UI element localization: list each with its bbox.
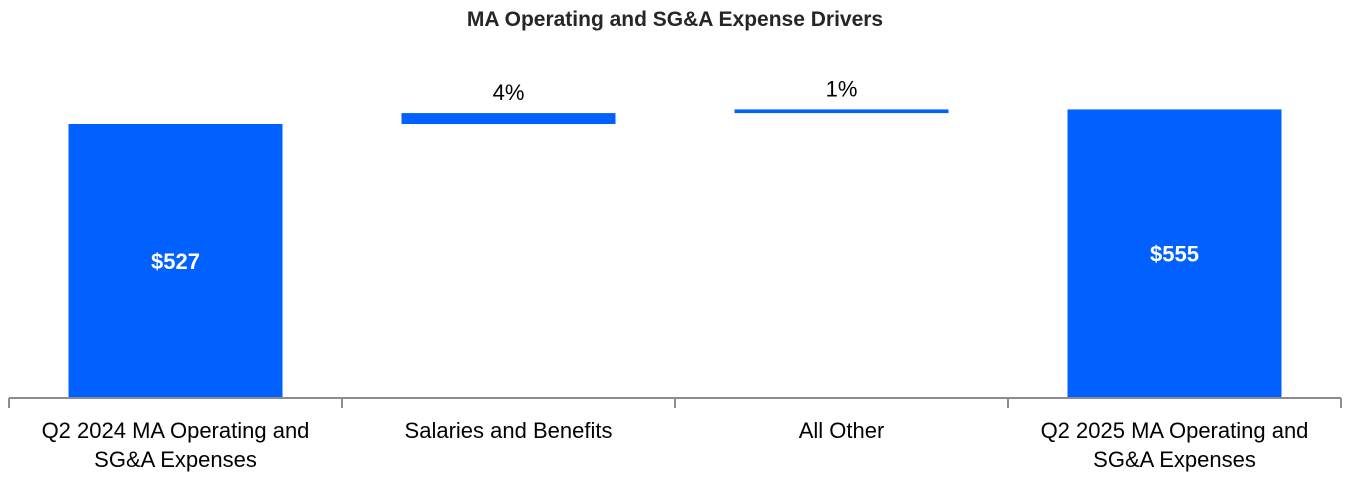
category-label: Q2 2024 MA Operating and — [42, 418, 310, 443]
total-bar — [68, 124, 283, 398]
category-label: Q2 2025 MA Operating and — [1041, 418, 1309, 443]
category-label: SG&A Expenses — [1093, 447, 1256, 472]
total-value-label: $527 — [151, 249, 200, 274]
chart-title: MA Operating and SG&A Expense Drivers — [467, 8, 883, 31]
x-axis — [8, 397, 1342, 408]
total-value-label: $555 — [1150, 242, 1199, 267]
delta-bar — [401, 113, 616, 124]
category-label: Salaries and Benefits — [405, 418, 613, 443]
labels-group: $527 Q2 2024 MA Operating and SG&A Expense… — [42, 76, 1309, 472]
delta-bar — [734, 109, 949, 114]
category-label: All Other — [799, 418, 885, 443]
delta-value-label: 4% — [493, 80, 525, 105]
bars-group — [68, 109, 1282, 398]
delta-value-label: 1% — [826, 76, 858, 101]
category-label: SG&A Expenses — [94, 447, 257, 472]
total-bar — [1067, 109, 1282, 398]
